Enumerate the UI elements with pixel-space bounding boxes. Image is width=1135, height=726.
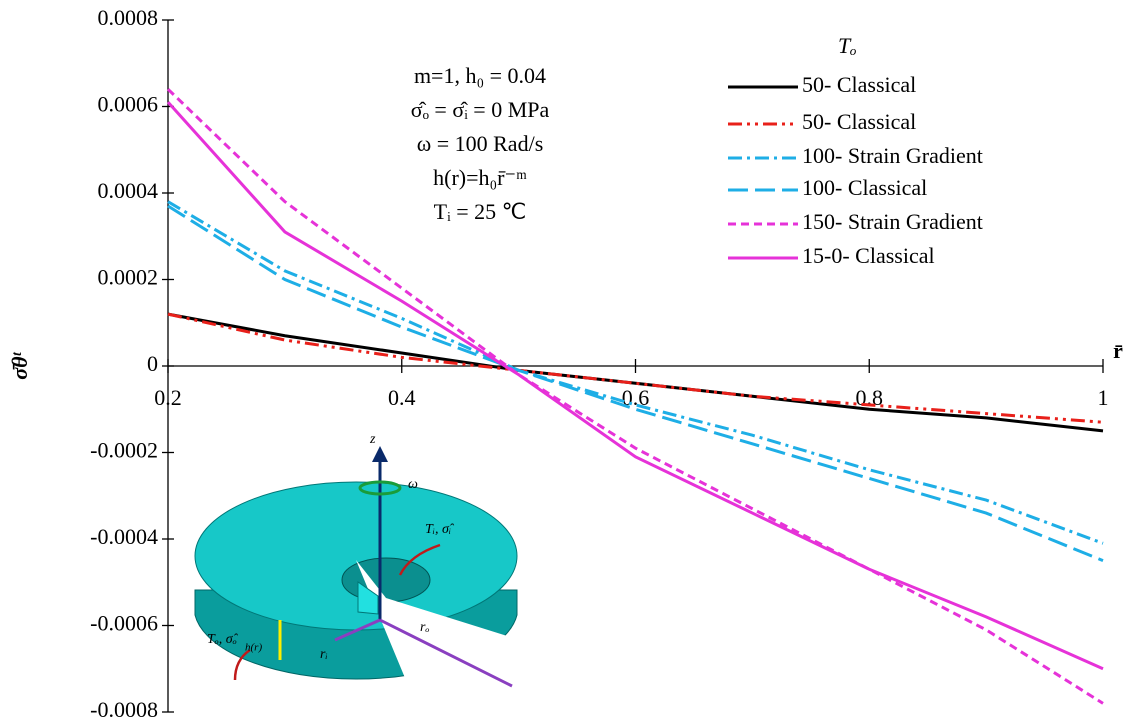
inset-label: ω xyxy=(408,477,418,492)
inset-label: Tₒ, σ̂ₒ xyxy=(207,632,239,647)
legend-label: 50- Classical xyxy=(802,109,916,134)
inset-label: h(r) xyxy=(245,642,262,654)
y-tick-label: -0.0004 xyxy=(90,524,158,549)
y-tick-label: 0.0002 xyxy=(98,265,159,290)
disk-top xyxy=(194,481,518,631)
legend-label: 15-0- Classical xyxy=(802,243,935,268)
ri-arrow xyxy=(334,618,381,642)
x-tick-label: 0.2 xyxy=(154,385,182,410)
legend-label: 100- Strain Gradient xyxy=(802,143,983,168)
spin-arrow xyxy=(358,480,402,496)
x-tick-label: 1 xyxy=(1098,385,1109,410)
hole-wall xyxy=(357,581,379,615)
series-line xyxy=(167,312,1104,424)
annotation: Tᵢ = 25 ℃ xyxy=(434,199,527,224)
ti-arrow xyxy=(398,543,441,576)
y-tick-label: -0.0008 xyxy=(90,697,158,722)
x-axis-label: r̄ xyxy=(1113,338,1123,363)
legend-label: 150- Strain Gradient xyxy=(802,209,983,234)
annotation: h(r)=h₀r̄⁻ᵐ xyxy=(433,165,527,190)
y-tick-label: 0.0008 xyxy=(98,5,159,30)
series-line xyxy=(167,312,1104,433)
annotation: σ̂ₒ = σ̂ᵢ = 0 MPa xyxy=(411,97,550,122)
z-arrow xyxy=(372,446,388,462)
annotation: m=1, h₀ = 0.04 xyxy=(414,63,546,88)
annotation: ω = 100 Rad/s xyxy=(417,131,544,156)
to-arrow xyxy=(233,648,251,681)
ro-arrow xyxy=(379,618,513,688)
series-line xyxy=(166,88,1104,705)
y-tick-label: 0.0006 xyxy=(98,92,159,117)
x-tick-label: 0.4 xyxy=(388,385,416,410)
legend-label: 50- Classical xyxy=(802,72,916,97)
y-tick-label: 0 xyxy=(147,351,158,376)
inset-label: Tᵢ, σ̂ᵢ xyxy=(425,522,455,537)
inset-label: z xyxy=(369,432,376,447)
y-axis-label: σ̄θᵗ xyxy=(7,351,32,379)
disk-illustration: z ω Tᵢ, σ̂ᵢ Tₒ, σ̂ₒ h(r) rᵢ rₒ xyxy=(194,432,520,690)
y-tick-label: -0.0006 xyxy=(90,611,158,636)
y-tick-label: 0.0004 xyxy=(98,178,159,203)
cutaway xyxy=(356,560,520,690)
inset-label: rₒ xyxy=(420,620,429,635)
legend-title: Tₒ xyxy=(838,33,857,58)
series-line xyxy=(167,204,1104,563)
inset-label: rᵢ xyxy=(320,647,328,662)
y-tick-label: -0.0002 xyxy=(90,438,158,463)
series-line xyxy=(166,101,1104,671)
disk-hole xyxy=(341,557,431,603)
legend-label: 100- Classical xyxy=(802,175,927,200)
